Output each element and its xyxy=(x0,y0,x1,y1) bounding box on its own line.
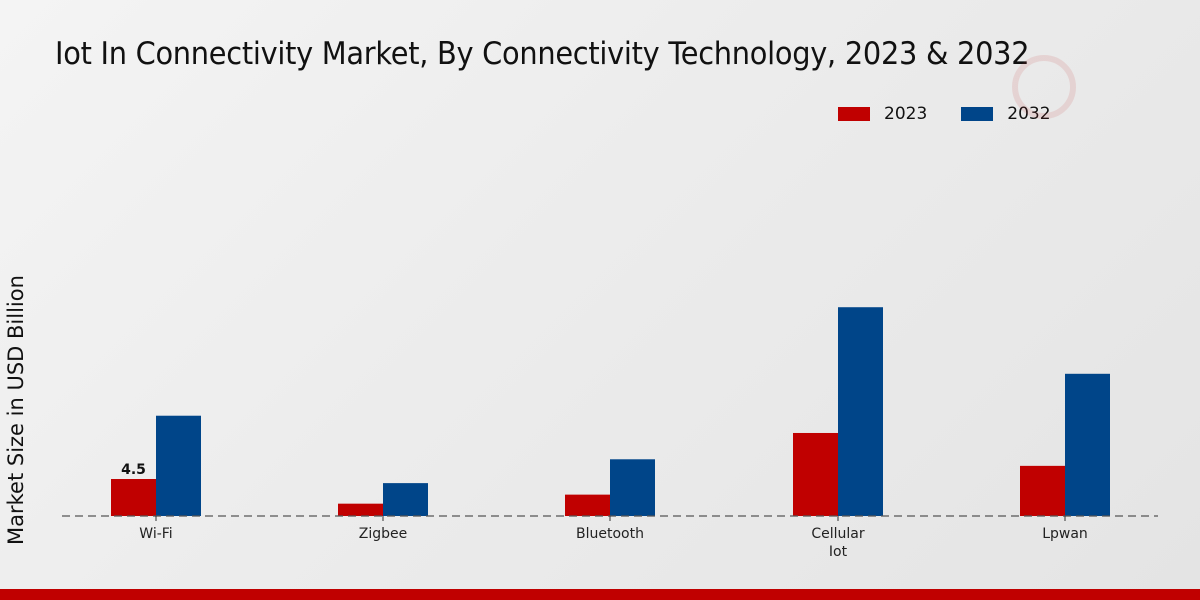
x-tick-label: Wi-Fi xyxy=(139,526,172,542)
x-tick-label: Lpwan xyxy=(1042,526,1088,542)
bar-2032-lpwan xyxy=(1065,373,1110,516)
bar-2023-bluetooth xyxy=(565,494,610,516)
bar-2032-wi-fi xyxy=(156,415,201,516)
x-tick-label: Cellular Iot xyxy=(811,526,865,560)
data-label: 4.5 xyxy=(121,462,146,478)
bar-2032-zigbee xyxy=(383,483,428,516)
x-tick-label: Bluetooth xyxy=(576,526,644,542)
bar-2023-cellular-iot xyxy=(793,432,838,516)
bar-2032-cellular-iot xyxy=(838,307,883,516)
footer-bar xyxy=(0,589,1200,600)
chart-title: Iot In Connectivity Market, By Connectiv… xyxy=(55,36,1030,72)
bar-2023-wi-fi xyxy=(111,479,156,516)
legend-item-2023: 2023 xyxy=(838,104,927,124)
watermark-logo-icon xyxy=(1012,55,1076,119)
legend-label-2023: 2023 xyxy=(884,104,928,124)
x-tick-label: Zigbee xyxy=(359,526,407,542)
legend-swatch-2032 xyxy=(961,107,994,121)
bar-2023-zigbee xyxy=(338,503,383,516)
bar-2023-lpwan xyxy=(1020,465,1065,516)
bar-2032-bluetooth xyxy=(610,459,655,516)
legend-swatch-2023 xyxy=(838,107,870,121)
